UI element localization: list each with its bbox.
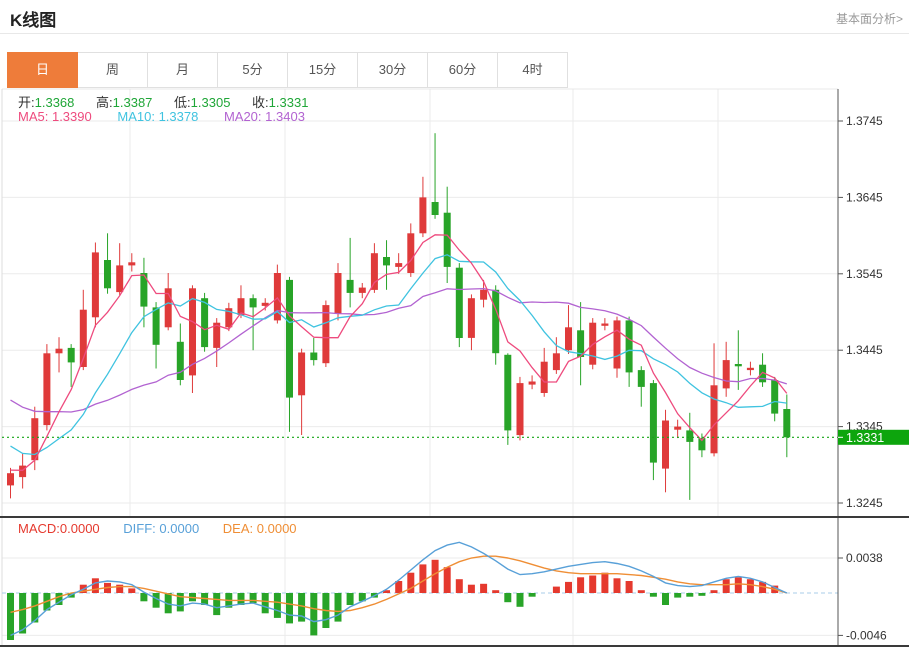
tab-1[interactable]: 日 — [7, 52, 78, 88]
svg-text:1.3645: 1.3645 — [846, 190, 883, 204]
sub-grid — [1, 518, 838, 645]
dea-legend: DEA: 0.0000 — [222, 521, 297, 536]
tab-4[interactable]: 5分 — [217, 52, 288, 88]
ohlc-row: 开:1.3368 高:1.3387 低:1.3305 收:1.3331 — [18, 92, 326, 111]
svg-text:1.3445: 1.3445 — [846, 343, 883, 357]
macd-histogram — [7, 559, 779, 640]
main-candlestick-chart[interactable]: 1.3745 1.3645 1.3545 1.3445 1.3345 1.3245 1.33… — [0, 88, 909, 516]
macd-legend: MACD:0.0000 — [18, 521, 100, 536]
close-label: 收: — [252, 95, 269, 110]
main-chart-svg[interactable]: 1.37451.36451.35451.34451.33451.32451.33… — [0, 88, 909, 516]
tab-2[interactable]: 周 — [77, 52, 148, 88]
tab-6[interactable]: 30分 — [357, 52, 428, 88]
ma10-legend: MA10: 1.3378 — [117, 109, 199, 124]
svg-text:1.3331: 1.3331 — [846, 431, 884, 445]
high-label: 高: — [96, 95, 113, 110]
tab-7[interactable]: 60分 — [427, 52, 498, 88]
macd-indicator-chart[interactable]: 0.0038 -0.0046 — [0, 516, 909, 647]
low-value: 1.3305 — [190, 95, 231, 110]
last-price-tag: 1.3331 — [838, 429, 909, 445]
period-tabs: 日周月 5分 15分 30分 60分 4时 — [7, 52, 568, 88]
ma20-legend: MA20: 1.3403 — [223, 109, 305, 124]
open-label: 开: — [18, 95, 35, 110]
main-grid — [1, 88, 838, 516]
ma-row: MA5: 1.3390 MA10: 1.3378 MA20: 1.3403 — [18, 109, 327, 124]
diff-legend: DIFF: 0.0000 — [123, 521, 200, 536]
close-value: 1.3331 — [268, 95, 309, 110]
close-pair: 收:1.3331 — [252, 95, 308, 110]
diff-line — [10, 541, 788, 637]
svg-text:1.3745: 1.3745 — [846, 114, 883, 128]
macd-chart-svg[interactable]: 0.0038 -0.0046 — [0, 516, 909, 647]
ma5-legend: MA5: 1.3390 — [18, 109, 92, 124]
tab-8[interactable]: 4时 — [497, 52, 568, 88]
ma10-line — [10, 254, 787, 456]
page-title: K线图 — [10, 11, 57, 30]
svg-text:-0.0046: -0.0046 — [846, 628, 887, 642]
candles-layer — [7, 133, 791, 500]
high-value: 1.3387 — [112, 95, 153, 110]
open-value: 1.3368 — [34, 95, 75, 110]
fundamental-analysis-link[interactable]: 基本面分析> — [835, 12, 903, 26]
sub-y-axis: 0.0038 -0.0046 — [837, 516, 887, 647]
svg-text:0.0038: 0.0038 — [846, 551, 883, 565]
svg-text:1.3245: 1.3245 — [846, 496, 883, 510]
tab-3[interactable]: 月 — [147, 52, 218, 88]
header-divider — [0, 33, 909, 34]
macd-row: MACD:0.0000 DIFF: 0.0000 DEA: 0.0000 — [18, 521, 317, 536]
high-pair: 高:1.3387 — [96, 95, 152, 110]
low-pair: 低:1.3305 — [174, 95, 230, 110]
open-pair: 开:1.3368 — [18, 95, 74, 110]
svg-text:1.3545: 1.3545 — [846, 267, 883, 281]
ma20-line — [10, 287, 787, 413]
low-label: 低: — [174, 95, 191, 110]
tab-5[interactable]: 15分 — [287, 52, 358, 88]
ma5-line — [10, 234, 788, 471]
